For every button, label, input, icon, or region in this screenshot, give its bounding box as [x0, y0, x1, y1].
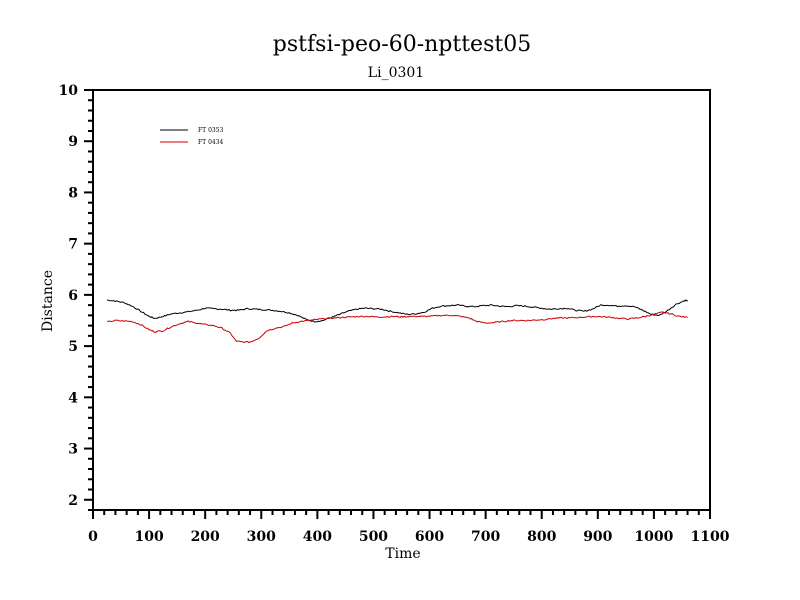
- y-tick-label: 8: [68, 185, 78, 201]
- x-tick-label: 1100: [691, 529, 730, 545]
- y-tick-label: 10: [59, 83, 79, 99]
- series-lines: [106, 299, 688, 344]
- x-tick-label: 0: [88, 529, 98, 545]
- legend: FT 0353 FT 0434: [160, 127, 224, 146]
- y-tick-label: 5: [68, 339, 78, 355]
- series-line-2: [107, 311, 688, 344]
- y-tick-label: 9: [68, 134, 78, 150]
- x-axis-label: Time: [385, 546, 420, 562]
- x-tick-label: 1000: [634, 529, 673, 545]
- x-tick-label: 900: [583, 529, 612, 545]
- chart-subtitle: Li_0301: [368, 65, 424, 81]
- y-tick-label: 2: [68, 493, 78, 509]
- x-tick-label: 500: [359, 529, 388, 545]
- x-tick-label: 700: [471, 529, 500, 545]
- y-axis-label: Distance: [40, 270, 56, 332]
- series-line-1: [106, 299, 688, 323]
- legend-label: FT 0353: [198, 127, 224, 134]
- y-ticks: 2 3 4 5 6 7 8 9 10: [59, 83, 93, 511]
- y-tick-label: 7: [68, 237, 78, 253]
- x-tick-label: 800: [527, 529, 556, 545]
- x-tick-label: 400: [303, 529, 332, 545]
- x-tick-label: 200: [191, 529, 220, 545]
- y-tick-label: 4: [68, 390, 78, 406]
- y-tick-label: 3: [68, 442, 78, 458]
- legend-label: FT 0434: [198, 139, 224, 146]
- x-ticks: 0 100 200 300 400 500 600 700 800 900 1000 1100: [88, 510, 730, 545]
- plot-frame: [92, 89, 711, 511]
- x-tick-label: 600: [415, 529, 444, 545]
- y-tick-label: 6: [68, 288, 78, 304]
- chart-title: pstfsi-peo-60-npttest05: [273, 32, 531, 57]
- x-tick-label: 100: [134, 529, 163, 545]
- x-tick-label: 300: [247, 529, 276, 545]
